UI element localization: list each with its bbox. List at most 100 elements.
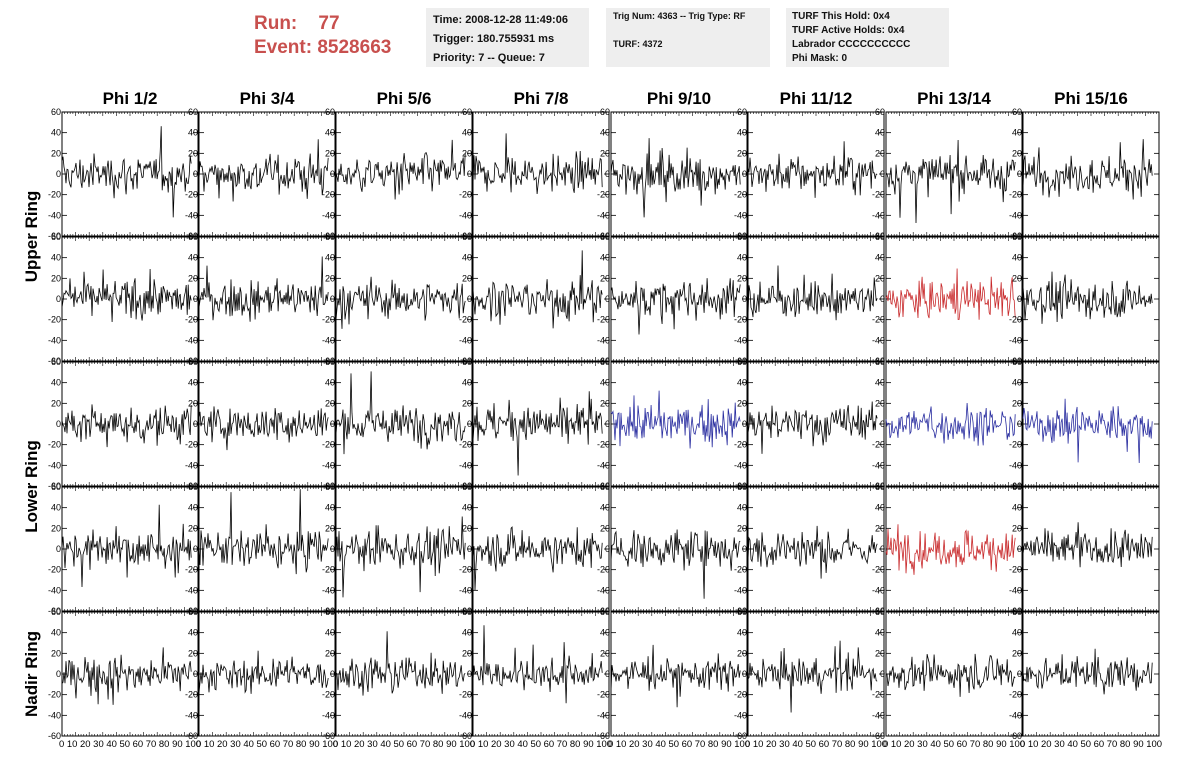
y-tick-label: 60	[737, 482, 747, 492]
waveform-trace	[61, 404, 192, 448]
y-tick-label: 40	[1012, 128, 1022, 138]
y-tick-label: 20	[51, 398, 61, 408]
y-tick-label: -20	[185, 440, 198, 450]
y-tick-label: 40	[600, 128, 610, 138]
y-tick-label: -20	[48, 315, 61, 325]
y-tick-label: 20	[462, 398, 472, 408]
y-tick-label: 0	[605, 544, 610, 554]
y-tick-label: 0	[193, 169, 198, 179]
waveform-trace	[1022, 271, 1153, 324]
y-tick-label: 20	[737, 148, 747, 158]
y-tick-label: 60	[600, 357, 610, 367]
waveform-trace	[610, 390, 741, 449]
y-tick-label: 60	[600, 482, 610, 492]
y-tick-label: -20	[734, 690, 747, 700]
y-tick-label: 20	[737, 523, 747, 533]
y-tick-label: -40	[185, 335, 198, 345]
trigger-text: Trigger: 180.755931 ms	[433, 33, 555, 45]
labrador-text: Labrador CCCCCCCCCC	[792, 39, 911, 50]
y-tick-label: 0	[56, 294, 61, 304]
y-tick-label: 40	[875, 378, 885, 388]
column-header: Phi 3/4	[240, 89, 295, 108]
y-tick-label: 60	[600, 107, 610, 117]
y-tick-label: -40	[459, 710, 472, 720]
y-tick-label: -20	[48, 690, 61, 700]
panel-frame	[335, 111, 473, 237]
y-tick-label: 0	[1017, 669, 1022, 679]
y-tick-label: 60	[51, 482, 61, 492]
y-tick-label: -20	[459, 440, 472, 450]
y-tick-label: 20	[600, 648, 610, 658]
y-tick-label: 60	[462, 107, 472, 117]
y-tick-label: -60	[872, 731, 885, 741]
y-tick-label: -40	[48, 710, 61, 720]
waveform-trace	[198, 489, 329, 575]
waveform-trace	[472, 250, 603, 329]
y-tick-label: -60	[872, 231, 885, 241]
y-tick-label: -60	[459, 731, 472, 741]
y-tick-label: 40	[325, 628, 335, 638]
y-tick-label: 60	[188, 357, 198, 367]
y-tick-label: 0	[742, 419, 747, 429]
waveform-trace	[198, 650, 329, 694]
y-tick-label: -40	[1009, 585, 1022, 595]
y-tick-label: -60	[322, 231, 335, 241]
y-tick-label: 20	[188, 273, 198, 283]
y-tick-label: 40	[188, 503, 198, 513]
y-tick-label: 60	[188, 482, 198, 492]
y-tick-label: -60	[185, 356, 198, 366]
y-tick-label: -40	[322, 585, 335, 595]
y-tick-label: -60	[734, 731, 747, 741]
y-tick-label: -20	[597, 690, 610, 700]
y-tick-label: 40	[325, 503, 335, 513]
y-tick-label: 40	[462, 503, 472, 513]
y-tick-label: 0	[742, 169, 747, 179]
y-tick-label: 0	[330, 544, 335, 554]
y-tick-label: 40	[51, 628, 61, 638]
y-tick-label: -20	[1009, 315, 1022, 325]
waveform-trace	[335, 631, 466, 696]
y-tick-label: 20	[462, 648, 472, 658]
y-tick-label: 0	[742, 544, 747, 554]
y-tick-label: 20	[1012, 398, 1022, 408]
y-tick-label: 40	[600, 503, 610, 513]
y-tick-label: 20	[462, 148, 472, 158]
y-tick-label: 60	[325, 607, 335, 617]
y-tick-label: 40	[737, 128, 747, 138]
y-tick-label: 40	[1012, 378, 1022, 388]
y-tick-label: 0	[193, 419, 198, 429]
y-tick-label: -40	[322, 710, 335, 720]
y-tick-label: -60	[48, 731, 61, 741]
y-tick-label: -40	[459, 210, 472, 220]
panel-frame	[1022, 361, 1160, 487]
y-tick-label: 20	[51, 648, 61, 658]
y-tick-label: 20	[51, 273, 61, 283]
y-tick-label: 40	[462, 378, 472, 388]
y-tick-label: 40	[875, 628, 885, 638]
y-tick-label: 0	[330, 294, 335, 304]
y-tick-label: 20	[51, 523, 61, 533]
y-tick-label: 0	[742, 294, 747, 304]
y-tick-label: -60	[322, 481, 335, 491]
y-tick-label: 0	[880, 544, 885, 554]
waveform-trace	[747, 401, 878, 454]
column-header: Phi 5/6	[377, 89, 432, 108]
y-tick-label: -20	[872, 190, 885, 200]
y-tick-label: -40	[459, 335, 472, 345]
y-tick-label: 0	[467, 669, 472, 679]
phi-mask-text: Phi Mask: 0	[792, 53, 848, 64]
y-tick-label: 40	[875, 128, 885, 138]
y-tick-label: -20	[734, 315, 747, 325]
trig-num-text: Trig Num: 4363 -- Trig Type: RF	[613, 11, 746, 21]
y-tick-label: -20	[1009, 565, 1022, 575]
y-tick-label: -20	[459, 565, 472, 575]
y-tick-label: 60	[737, 607, 747, 617]
waveform-trace	[885, 268, 1016, 320]
y-tick-label: -40	[322, 335, 335, 345]
y-tick-label: 40	[1012, 503, 1022, 513]
y-tick-label: -40	[48, 460, 61, 470]
ring-label: Upper Ring	[22, 191, 41, 283]
y-tick-label: -20	[872, 565, 885, 575]
y-tick-label: -40	[872, 460, 885, 470]
